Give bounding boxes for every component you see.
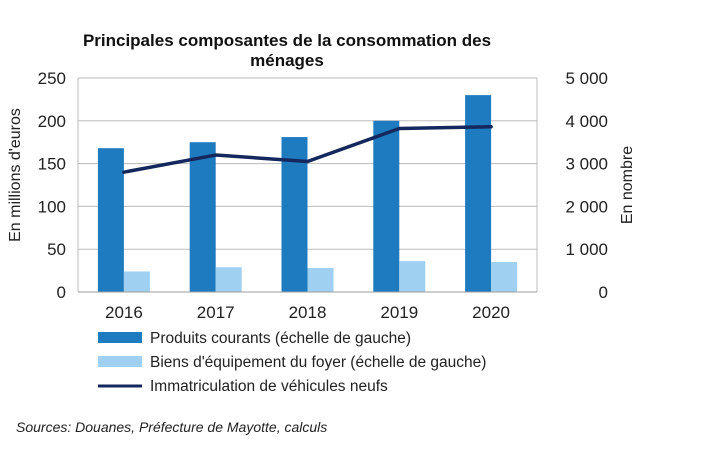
right-tick-label: 3 000: [565, 155, 608, 174]
line-point-2019: [397, 127, 401, 131]
left-tick-label: 0: [57, 283, 66, 302]
bar-produits-courants-2019: [373, 120, 400, 292]
left-tick-label: 50: [47, 240, 66, 259]
legend-label-biens: Biens d'équipement du foyer (échelle de …: [150, 354, 486, 371]
left-tick-label: 100: [38, 197, 66, 216]
line-point-2017: [214, 153, 218, 157]
x-tick-label: 2020: [472, 303, 510, 322]
bar-biens-equipement-2017: [215, 267, 242, 292]
legend-label-immatriculation: Immatriculation de véhicules neufs: [150, 378, 388, 395]
left-tick-label: 200: [38, 112, 66, 131]
right-tick-label: 1 000: [565, 240, 608, 259]
bar-produits-courants-2020: [465, 95, 492, 293]
legend-swatch-produits: [98, 332, 142, 343]
line-point-2018: [306, 159, 309, 163]
left-tick-label: 150: [38, 155, 66, 174]
bar-biens-equipement-2020: [491, 262, 518, 292]
left-tick-label: 250: [38, 69, 66, 88]
right-tick-label: 4 000: [565, 112, 608, 131]
x-axis-ticks: 2016 2017 2018 2019 2020: [105, 303, 510, 322]
line-point-2016: [122, 170, 126, 174]
right-tick-label: 0: [599, 283, 608, 302]
line-point-2020: [489, 125, 493, 129]
bar-biens-equipement-2019: [399, 261, 426, 292]
x-tick-label: 2019: [380, 303, 418, 322]
bar-produits-courants-2017: [189, 142, 216, 292]
legend-swatch-biens: [98, 356, 142, 367]
left-axis-ticks: 0 50 100 150 200 250: [38, 69, 66, 302]
bar-biens-equipement-2016: [123, 271, 150, 292]
x-tick-label: 2017: [197, 303, 235, 322]
chart-title-line-1: Principales composantes de la consommati…: [83, 31, 491, 50]
bar-biens-equipement-2018: [307, 268, 334, 292]
legend-label-produits: Produits courants (échelle de gauche): [150, 330, 411, 347]
right-tick-label: 5 000: [565, 69, 608, 88]
right-axis-ticks: 0 1 000 2 000 3 000 4 000 5 000: [565, 69, 608, 302]
source-note: Sources: Douanes, Préfecture de Mayotte,…: [16, 419, 327, 435]
bars: [97, 95, 518, 293]
right-axis-label: En nombre: [619, 146, 636, 224]
x-tick-label: 2018: [289, 303, 327, 322]
left-axis-label: En millions d'euros: [7, 108, 24, 242]
chart-title-line-2: ménages: [250, 51, 324, 70]
x-tick-label: 2016: [105, 303, 143, 322]
line-series: [122, 125, 493, 174]
right-tick-label: 2 000: [565, 197, 608, 216]
bar-produits-courants-2016: [97, 148, 124, 292]
legend: Produits courants (échelle de gauche) Bi…: [98, 330, 486, 395]
